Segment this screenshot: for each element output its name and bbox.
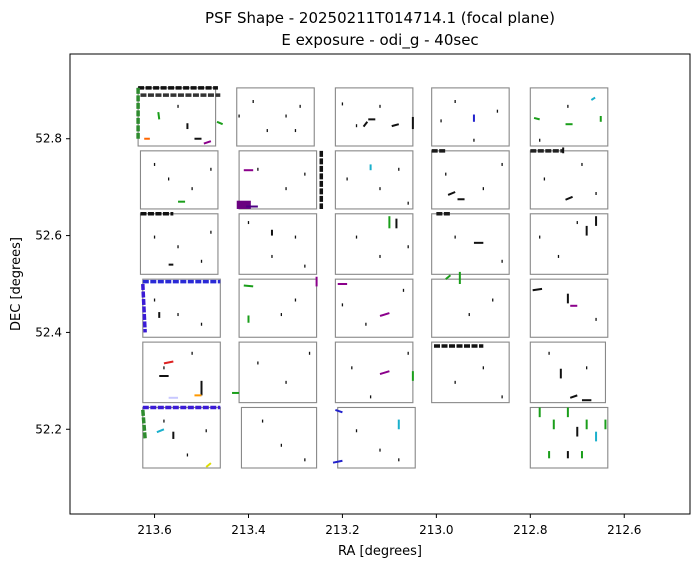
ota-outline [142,406,221,469]
psf-whisker [532,287,543,292]
ota-outline [529,150,609,210]
x-tick-label: 213.0 [419,523,453,537]
ota-outline [431,150,510,210]
psf-whisker [447,191,456,196]
psf-whisker [569,394,578,399]
ota-outline [142,341,221,404]
ota-outline [236,87,315,147]
psf-whisker [163,360,174,365]
ota-outline [529,213,609,275]
ota-outline [431,87,510,147]
ota-outline [139,213,219,275]
psf-whiskers [144,96,607,468]
psf-whisker [205,462,212,468]
chart-title: PSF Shape - 20250211T014714.1 (focal pla… [205,9,555,27]
ota-outline [529,406,609,469]
psf-whisker [335,408,343,414]
ota-outline [334,213,414,275]
psf-whisker [157,111,161,120]
psf-whisker [565,195,573,201]
ota-outline [431,278,510,338]
y-tick-label: 52.6 [35,229,62,243]
ota-outline [529,278,609,338]
psf-whisker [391,123,400,128]
ota-outline [334,278,414,338]
ota-outline [334,150,414,210]
psf-whisker [590,96,596,101]
psf-whisker [362,121,369,128]
psf-edge-bands [136,86,564,440]
y-tick-label: 52.2 [35,422,62,436]
ota-outline [240,406,318,469]
psf-whisker [332,459,343,464]
x-tick-label: 213.4 [231,523,265,537]
plot-frame [69,53,691,515]
ota-outline [529,87,609,147]
x-tick-label: 213.2 [325,523,359,537]
ota-outline [142,278,221,338]
psf-edge-band [141,283,147,333]
y-tick-label: 52.4 [35,325,62,339]
ota-outline [238,278,318,338]
y-axis-label: DEC [degrees] [9,237,24,331]
psf-edge-band [141,409,147,440]
psf-whisker [216,120,224,126]
ota-outline [334,87,414,147]
psf-whisker [379,312,390,317]
ota-outline [431,341,510,404]
psf-whisker [203,140,212,145]
ota-outlines [137,87,609,469]
y-axis-ticks: 52.2 52.4 52.6 52.8 [35,132,70,436]
x-tick-label: 212.6 [607,523,641,537]
ota-outline [238,213,318,275]
ota-outline [337,406,416,469]
x-axis-label: RA [degrees] [338,544,422,559]
ota-outline [431,213,510,275]
psf-blob [236,200,251,209]
psf-whisker [243,284,254,288]
psf-dots [153,100,597,462]
ota-outline [529,341,607,404]
chart-subtitle: E exposure - odi_g - 40sec [281,31,478,50]
psf-whisker [156,428,165,434]
psf-whisker [533,116,540,121]
ota-outline [334,341,414,404]
psf-whisker [379,370,390,376]
ota-outline [238,341,318,404]
ota-outline [238,150,318,210]
x-tick-label: 213.6 [137,523,171,537]
x-tick-label: 212.8 [513,523,547,537]
y-tick-label: 52.8 [35,132,62,146]
psf-whisker [445,274,452,280]
ota-outline [139,150,219,210]
x-axis-ticks: 213.6 213.4 213.2 213.0 212.8 212.6 [137,514,641,537]
